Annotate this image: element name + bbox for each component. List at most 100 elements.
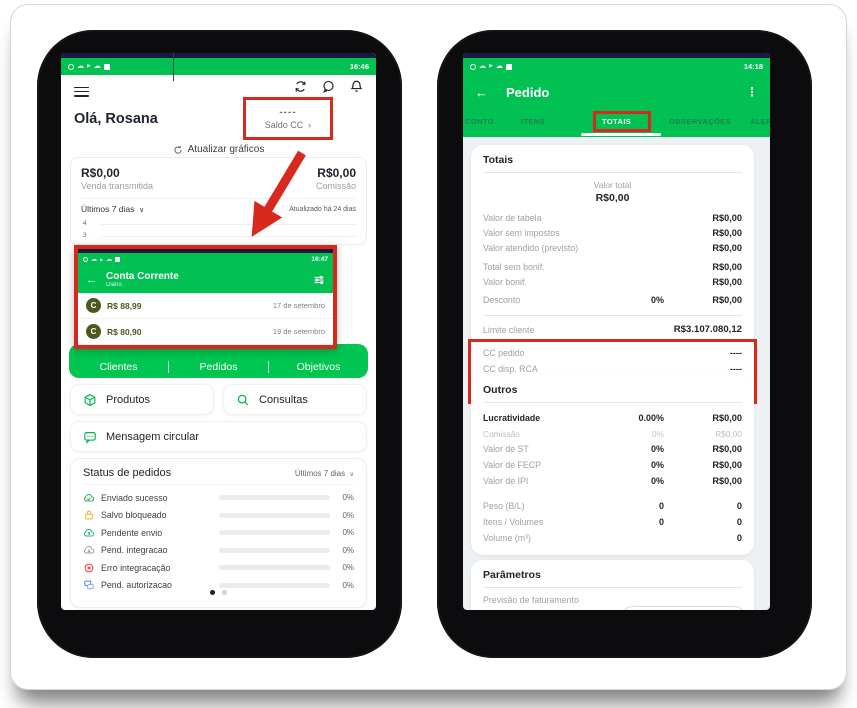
tab-totais[interactable]: TOTAIS <box>602 117 632 126</box>
total-row: Valor atendido (previsto) R$0,00 <box>483 242 742 253</box>
tab-observacoes[interactable]: OBSERVAÇÕES <box>669 117 732 126</box>
entry-amount: R$ 80,90 <box>107 326 142 337</box>
status-bar: ☁ ▶ ☁ 16:46 <box>61 58 376 75</box>
card-title: Outros <box>483 384 518 396</box>
message-icon <box>83 430 97 444</box>
progress-bar <box>219 530 330 536</box>
previsao-label: Previsão de faturamento <box>483 595 579 605</box>
valor-total-value: R$0,00 <box>595 192 630 204</box>
outros-row: Peso (B/L) 0 0 <box>483 501 742 511</box>
menu-button[interactable] <box>74 84 89 99</box>
outros-row: Comissão 0% R$0,00 <box>483 428 742 439</box>
mensagem-circular-button[interactable]: Mensagem circular <box>70 421 367 452</box>
right-phone-mockup: ☁ ▶ ☁ 14:18 ← Pedido ⋮ CONTO ITENS TOTAIS … <box>437 30 812 658</box>
venda-value: R$0,00 <box>81 166 120 180</box>
outros-row: Lucratividade 0.00% R$0,00 <box>483 413 742 423</box>
conta-corrente-header: ← Conta Corrente Diário <box>78 266 333 293</box>
outros-row: Valor de FECP 0% R$0,00 <box>483 460 742 470</box>
page-dot-active[interactable] <box>210 590 215 595</box>
lock-icon <box>83 509 95 521</box>
notification-strip <box>463 53 770 58</box>
entry-date: 17 de setembro <box>272 301 325 310</box>
greeting-text: Olá, Rosana <box>74 111 158 127</box>
nav-tab-pedidos[interactable]: Pedidos <box>169 361 269 373</box>
chat-icon[interactable] <box>321 79 336 94</box>
comissao-label: Comissão <box>315 181 356 191</box>
back-arrow-icon[interactable]: ← <box>86 273 97 286</box>
page-dots[interactable] <box>61 590 376 595</box>
refresh-icon <box>173 145 183 155</box>
notification-circle-icon <box>68 63 74 70</box>
total-row: Desconto 0% R$0,00 <box>483 294 742 305</box>
left-phone-screen: ☁ ▶ ☁ 16:46 <box>61 53 376 610</box>
back-arrow-icon[interactable]: ← <box>475 84 488 100</box>
cube-icon <box>83 393 97 407</box>
bell-icon[interactable] <box>349 79 364 94</box>
progress-bar <box>219 565 330 571</box>
parametros-card: Parâmetros Previsão de faturamento <box>471 560 754 610</box>
page-title: Pedido <box>506 84 550 100</box>
overlay-status-time: 16:47 <box>311 256 328 263</box>
status-card-title: Status de pedidos <box>83 467 172 479</box>
chat-sync-icon <box>83 579 95 591</box>
y-tick: 4 <box>83 220 87 227</box>
previsao-input[interactable] <box>621 606 746 610</box>
total-row: Valor sem impostos R$0,00 <box>483 227 742 238</box>
cc-row: CC pedido ---- <box>483 348 742 358</box>
nav-tab-clientes[interactable]: Clientes <box>69 361 169 373</box>
cloud-icon: ☁ <box>77 63 84 70</box>
error-circle-icon <box>83 562 95 574</box>
tab-itens[interactable]: ITENS <box>521 117 546 126</box>
saldo-cc-value: ---- <box>279 107 297 118</box>
status-period-dropdown[interactable]: Últimos 7 dias ∨ <box>294 468 354 478</box>
active-tab-underline <box>581 133 661 136</box>
overflow-menu-icon[interactable]: ⋮ <box>746 85 758 99</box>
filter-sliders-icon[interactable] <box>313 274 325 286</box>
search-icon <box>236 393 250 407</box>
highlight-box-tab-totais <box>593 111 651 132</box>
refresh-graphs-button[interactable]: Atualizar gráficos <box>61 144 376 155</box>
status-bar: ☁ ▶ ☁ 14:18 <box>463 58 770 75</box>
status-row: Enviado sucesso 0% <box>83 489 354 507</box>
progress-bar <box>219 495 330 501</box>
card-title: Parâmetros <box>483 569 541 581</box>
outros-row: Valor de ST 0% R$0,00 <box>483 444 742 454</box>
chevron-right-icon: › <box>308 120 312 130</box>
status-time: 16:46 <box>349 62 369 71</box>
updated-label: Atualizado há 24 dias <box>289 205 356 213</box>
status-time: 14:18 <box>743 62 763 71</box>
tab-conto[interactable]: CONTO <box>465 117 494 126</box>
sales-summary-card: R$0,00 Venda transmitida R$0,00 Comissão… <box>70 157 367 245</box>
left-phone-mockup: ☁ ▶ ☁ 16:46 <box>37 30 402 658</box>
produtos-button[interactable]: Produtos <box>70 384 214 415</box>
cloud-icon: ☁ <box>93 63 101 70</box>
chevron-down-icon: ∨ <box>139 207 145 214</box>
totais-card: Totais Valor total R$0,00 Valor de tabel… <box>468 145 757 413</box>
status-row: Pendente envio 0% <box>83 524 354 542</box>
sync-icon[interactable] <box>293 79 308 94</box>
progress-bar <box>219 512 330 518</box>
list-item[interactable]: C R$ 88,99 17 de setembro <box>78 293 333 319</box>
cc-row: CC disp. RCA ---- <box>483 364 742 374</box>
status-row: Erro integracação 0% <box>83 559 354 577</box>
overlay-status-bar: ☁ ▶ ☁ 16:47 <box>78 253 333 266</box>
highlight-box-saldo-cc[interactable]: ---- Saldo CC › <box>243 97 333 140</box>
period-dropdown[interactable]: Últimos 7 dias ∨ <box>81 204 145 214</box>
nav-tab-objetivos[interactable]: Objetivos <box>296 361 341 373</box>
venda-label: Venda transmitida <box>81 181 154 191</box>
highlight-box-conta-corrente-overlay: ☁ ▶ ☁ 16:47 ← Conta Corrente Diário <box>74 245 337 349</box>
page-dot[interactable] <box>222 590 227 595</box>
total-row: Total sem bonif. R$0,00 <box>483 261 742 272</box>
list-item[interactable]: C R$ 80,90 19 de setembro <box>78 319 333 345</box>
sales-chart: 4 3 <box>81 218 356 246</box>
pedido-header: ← Pedido ⋮ <box>463 75 770 109</box>
overlay-title: Conta Corrente <box>106 271 179 282</box>
right-phone-screen: ☁ ▶ ☁ 14:18 ← Pedido ⋮ CONTO ITENS TOTAIS … <box>463 53 770 610</box>
consultas-button[interactable]: Consultas <box>223 384 367 415</box>
order-status-card: Status de pedidos Últimos 7 dias ∨ Envia… <box>70 458 367 608</box>
square-icon <box>103 63 110 70</box>
cursor-artifact <box>173 53 174 81</box>
